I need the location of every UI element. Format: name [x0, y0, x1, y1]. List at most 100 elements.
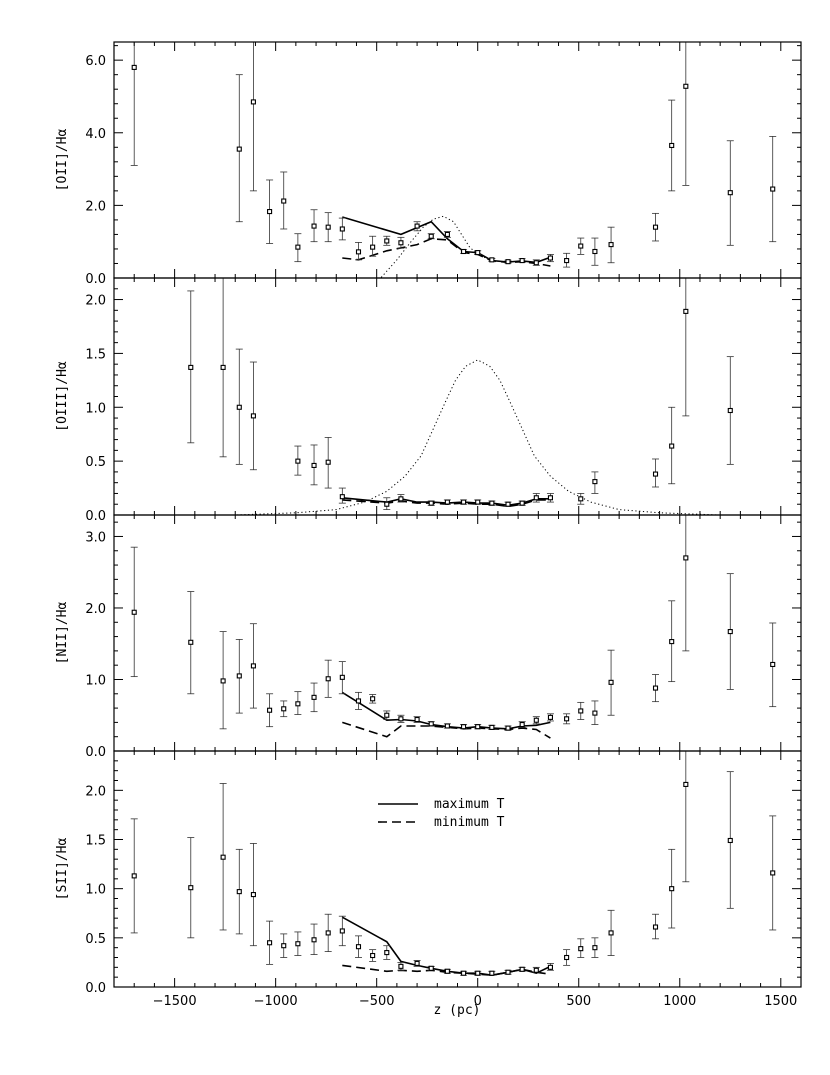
data-point	[220, 678, 226, 684]
data-point	[325, 224, 331, 230]
data-point	[475, 724, 481, 730]
data-point	[652, 224, 659, 230]
data-point	[384, 712, 390, 718]
data-point	[669, 886, 675, 892]
data-point	[652, 685, 659, 691]
data-point	[311, 462, 317, 468]
data-point	[311, 694, 317, 700]
data-point	[683, 555, 689, 561]
x-tick-label: −1000	[254, 994, 298, 1009]
data-point	[592, 945, 598, 951]
plot-area: 0.0 2.0 4.0 6.0 [OII]/Hα 0.0 0.5 1.0 1.5 2.0 [OIII…	[55, 41, 802, 1009]
data-point	[652, 924, 659, 930]
data-point	[355, 698, 362, 704]
data-point	[339, 494, 345, 500]
legend: maximum T minimum T	[378, 797, 505, 830]
data-point	[414, 960, 420, 966]
data-point	[428, 965, 434, 971]
y-tick-label: 0.0	[85, 745, 106, 760]
y-tick-label: 1.5	[85, 834, 106, 849]
x-tick-label: 1000	[663, 994, 696, 1009]
data-point	[398, 240, 404, 246]
data-point	[489, 257, 495, 263]
data-point	[267, 707, 273, 713]
data-point	[370, 952, 376, 959]
data-point	[236, 673, 242, 679]
data-point	[519, 500, 525, 506]
data-point	[564, 258, 570, 264]
data-point	[428, 500, 434, 506]
data-point	[519, 721, 525, 728]
data-point	[444, 723, 450, 729]
data-point	[564, 954, 570, 961]
data-point	[592, 248, 598, 255]
panel-frame	[113, 514, 802, 752]
data-point	[281, 706, 287, 712]
data-point	[188, 639, 194, 645]
data-point	[370, 244, 376, 250]
x-tick-label: 0	[474, 994, 482, 1009]
y-axis-title: [OIII]/Hα	[55, 361, 70, 432]
data-point	[770, 186, 776, 192]
data-point	[325, 459, 331, 465]
y-tick-label: 4.0	[85, 127, 106, 142]
data-point	[250, 99, 256, 105]
data-point	[384, 950, 390, 956]
data-point	[220, 364, 226, 370]
data-point	[608, 679, 614, 685]
data-point	[355, 249, 362, 255]
data-point	[564, 716, 570, 722]
data-point	[475, 499, 481, 505]
data-point	[131, 609, 137, 615]
data-point	[475, 970, 481, 976]
panel-0: 0.0 2.0 4.0 6.0 [OII]/Hα	[55, 41, 802, 287]
data-point	[578, 243, 584, 249]
data-point	[489, 500, 495, 506]
data-point	[428, 233, 434, 239]
data-point	[533, 260, 539, 266]
data-point	[608, 930, 614, 936]
data-point	[444, 499, 450, 505]
data-point	[414, 223, 420, 229]
data-point	[770, 870, 776, 876]
data-point	[533, 967, 539, 973]
data-point	[519, 258, 525, 264]
y-tick-label: 0.5	[85, 455, 106, 470]
data-point	[384, 238, 390, 244]
data-point	[461, 970, 467, 976]
panel-frame	[113, 750, 802, 988]
data-point	[652, 471, 659, 477]
data-point	[461, 499, 467, 505]
data-point	[578, 496, 584, 502]
y-tick-label: 3.0	[85, 530, 106, 545]
data-point	[444, 968, 450, 974]
data-point	[384, 501, 390, 507]
data-point	[592, 710, 598, 716]
model-min-line	[342, 237, 551, 267]
data-point	[295, 244, 301, 250]
data-point	[325, 930, 331, 936]
panel-frame	[113, 277, 802, 516]
data-point	[489, 724, 495, 730]
y-axis-title: [OII]/Hα	[55, 129, 70, 192]
data-point	[220, 854, 226, 860]
panel-0-data	[130, 42, 777, 278]
data-point	[608, 242, 614, 248]
data-point	[727, 629, 733, 635]
y-tick-label: 2.0	[85, 199, 106, 214]
data-point	[188, 364, 194, 370]
data-point	[281, 198, 287, 204]
data-point	[444, 231, 450, 237]
profile-dotted-curve	[134, 359, 801, 515]
data-point	[414, 716, 420, 723]
data-point	[683, 308, 689, 314]
data-point	[131, 64, 137, 70]
profile-dotted-curve	[380, 215, 491, 278]
data-point	[533, 717, 539, 723]
y-tick-label: 2.0	[85, 602, 106, 617]
data-point	[250, 413, 256, 419]
data-point	[592, 479, 598, 485]
y-tick-label: 0.0	[85, 272, 106, 287]
panel-2-data	[130, 515, 777, 739]
